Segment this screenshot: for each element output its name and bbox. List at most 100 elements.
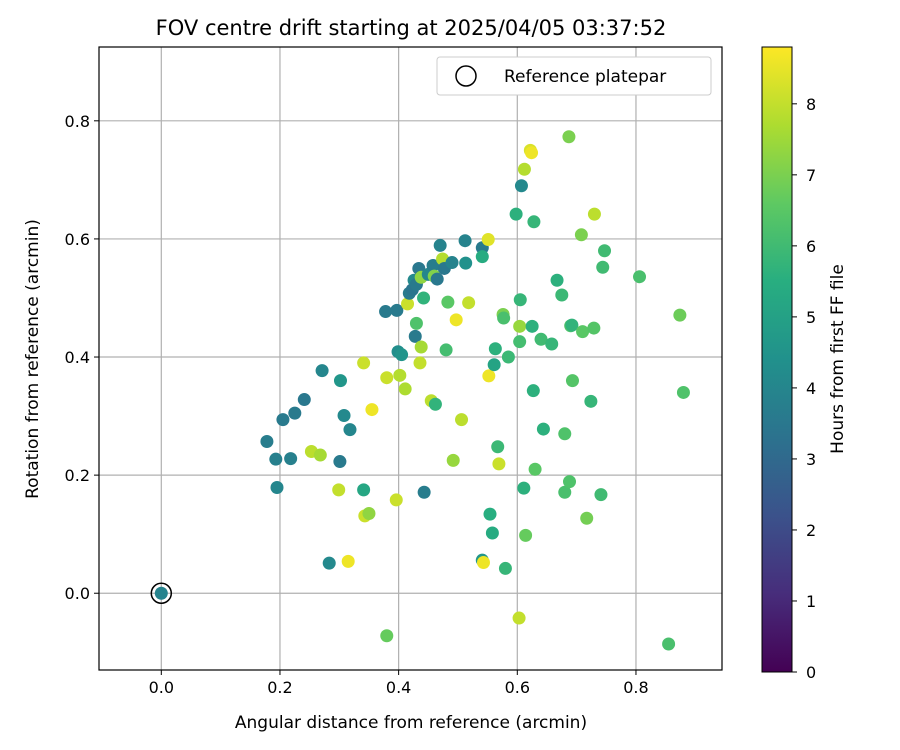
data-point: [482, 369, 496, 383]
data-points: [154, 130, 690, 651]
colorbar-tick-label: 2: [806, 521, 816, 540]
data-point: [519, 528, 533, 542]
colorbar-tick-label: 1: [806, 592, 816, 611]
data-point: [288, 406, 302, 420]
data-point: [633, 270, 647, 284]
colorbar-tick-label: 6: [806, 237, 816, 256]
data-point: [297, 393, 311, 407]
data-point: [574, 228, 588, 242]
colorbar-tick-label: 4: [806, 379, 816, 398]
legend-label: Reference platepar: [504, 67, 666, 87]
legend: Reference platepar: [436, 56, 712, 96]
colorbar-ticks: 0 1 2 3 4 5 6 7 8: [792, 95, 816, 682]
data-point: [430, 272, 444, 286]
data-point: [512, 611, 526, 625]
data-point: [584, 394, 598, 408]
data-point: [526, 384, 540, 398]
data-point: [550, 273, 564, 287]
data-point: [379, 305, 393, 319]
data-point: [594, 488, 608, 502]
y-axis-label: Rotation from reference (arcmin): [23, 219, 43, 499]
data-point: [475, 250, 489, 264]
data-point: [458, 234, 472, 248]
data-point: [514, 179, 528, 193]
data-point: [487, 358, 501, 372]
data-point: [332, 483, 346, 497]
data-point: [676, 385, 690, 399]
data-point: [485, 526, 499, 540]
data-point: [483, 507, 497, 521]
data-point: [393, 368, 407, 382]
data-point: [455, 413, 469, 427]
data-point: [558, 485, 572, 499]
data-point: [545, 337, 559, 351]
data-point: [260, 434, 274, 448]
y-axis-ticks: 0.0 0.2 0.4 0.6 0.8: [65, 112, 99, 603]
y-tick-label: 0.8: [65, 112, 90, 131]
data-point: [513, 335, 527, 349]
data-point: [558, 427, 572, 441]
x-tick-label: 0.6: [505, 678, 530, 697]
colorbar: 0 1 2 3 4 5 6 7 8 Hours from first FF file: [761, 46, 848, 682]
data-point: [441, 295, 455, 309]
data-point: [673, 308, 687, 322]
colorbar-label: Hours from first FF file: [828, 264, 848, 454]
data-point: [439, 343, 453, 357]
data-point: [433, 238, 447, 252]
data-point: [362, 507, 376, 521]
grid-lines: [99, 47, 722, 670]
data-point: [497, 311, 511, 325]
data-point: [315, 364, 329, 378]
colorbar-tick-label: 3: [806, 450, 816, 469]
chart-title: FOV centre drift starting at 2025/04/05 …: [156, 16, 667, 40]
data-point: [337, 408, 351, 422]
data-point: [528, 462, 542, 476]
data-point: [509, 207, 523, 221]
x-tick-label: 0.4: [386, 678, 411, 697]
data-point: [555, 288, 569, 302]
plot-frame: [98, 46, 723, 671]
data-point: [445, 256, 459, 270]
reference-platepar-marker: [150, 582, 173, 604]
data-point: [380, 629, 394, 643]
data-point: [276, 413, 290, 427]
data-point: [565, 374, 579, 388]
data-point: [598, 244, 612, 258]
data-point: [662, 637, 676, 651]
y-tick-label: 0.4: [65, 348, 90, 367]
colorbar-tick-label: 7: [806, 166, 816, 185]
data-point: [462, 296, 476, 310]
data-point: [417, 291, 431, 305]
data-point: [446, 453, 460, 467]
data-point: [313, 448, 327, 462]
data-point: [488, 342, 502, 356]
data-point: [527, 215, 541, 229]
data-point: [417, 485, 431, 499]
data-point: [492, 457, 506, 471]
data-point: [576, 325, 590, 339]
data-point: [413, 356, 427, 370]
data-point: [459, 256, 473, 270]
data-point: [525, 146, 539, 160]
data-point: [513, 319, 527, 333]
data-point: [322, 556, 336, 570]
data-point: [389, 493, 403, 507]
data-point: [357, 356, 371, 370]
data-point: [481, 233, 495, 247]
data-point: [357, 483, 371, 497]
data-point: [333, 455, 347, 469]
data-point: [270, 481, 284, 495]
data-point: [562, 130, 576, 144]
data-point: [449, 313, 463, 327]
data-point: [343, 423, 357, 437]
data-point: [525, 319, 539, 333]
data-point: [517, 162, 531, 176]
data-point: [269, 452, 283, 466]
colorbar-tick-label: 0: [806, 663, 816, 682]
data-point: [501, 350, 515, 364]
data-point: [380, 371, 394, 385]
colorbar-tick-label: 8: [806, 95, 816, 114]
data-point: [587, 321, 601, 335]
data-point: [284, 452, 298, 466]
colorbar-tick-label: 5: [806, 308, 816, 327]
